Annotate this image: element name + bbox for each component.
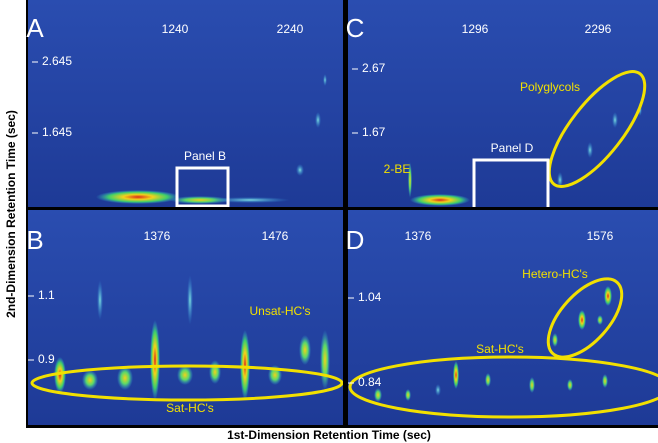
peak	[405, 389, 411, 401]
peak	[408, 162, 412, 198]
peak	[97, 280, 103, 320]
x-tick-label: 1576	[587, 229, 614, 243]
panel-letter: C	[346, 13, 365, 43]
peak	[209, 360, 221, 384]
highlight	[547, 70, 647, 188]
peak	[529, 377, 535, 393]
peak	[240, 330, 250, 400]
annotation: Polyglycols	[520, 80, 580, 94]
panel: C 1296 2296 2.67 1.67 Polyglycols 2-BE Panel D	[346, 0, 658, 207]
peak	[323, 74, 327, 86]
panel-background	[28, 0, 343, 207]
x-tick-label: 1476	[262, 229, 289, 243]
y-tick-label: 0.84	[358, 375, 382, 389]
peak	[557, 172, 563, 188]
peak	[410, 194, 470, 206]
panel-image	[28, 0, 343, 207]
peak	[602, 374, 608, 388]
peak	[117, 366, 133, 390]
highlight	[30, 364, 343, 402]
y-axis-label: 2nd-Dimension Retention Time (sec)	[4, 110, 18, 318]
panel-image	[348, 210, 658, 425]
x-tick-label: 1376	[144, 229, 171, 243]
peak	[587, 142, 593, 158]
peak	[150, 320, 160, 400]
panels: A 1240 2240 2.645 1.645 Panel B C 1296 2296 2.67 1…	[26, 0, 658, 425]
highlight	[472, 158, 550, 207]
panel: D 1376 1576 1.04 0.84 Hetero-HC's Sat-HC's	[346, 210, 658, 425]
highlight	[546, 277, 624, 359]
highlight	[175, 166, 230, 207]
panel-image	[348, 0, 658, 207]
x-tick-label: 1240	[162, 22, 189, 36]
x-tick-label: 2240	[277, 22, 304, 36]
panel-letter: A	[26, 13, 44, 43]
panel: B 1376 1476 1.1 0.9 Unsat-HC's Sat-HC's	[26, 210, 343, 425]
peak	[315, 112, 321, 128]
peak	[453, 361, 459, 389]
peak	[485, 373, 491, 387]
annotation: Panel D	[491, 141, 534, 155]
annotation: Unsat-HC's	[250, 304, 311, 318]
peak	[177, 365, 193, 385]
y-tick-label: 1.1	[38, 288, 55, 302]
annotation: Sat-HC's	[166, 401, 214, 415]
peak	[604, 286, 612, 306]
peak	[54, 357, 66, 393]
panel-background	[28, 210, 343, 425]
peak	[435, 384, 441, 396]
peak	[552, 333, 558, 347]
panel-background	[348, 0, 658, 207]
peak	[578, 310, 586, 330]
panel-background	[348, 210, 658, 425]
y-tick-label: 0.9	[38, 352, 55, 366]
peak	[96, 190, 180, 204]
x-tick-label: 2296	[585, 22, 612, 36]
peak	[82, 370, 98, 390]
annotation: Hetero-HC's	[522, 267, 588, 281]
x-tick-label: 1296	[462, 22, 489, 36]
peak	[210, 197, 290, 203]
peak	[296, 164, 304, 176]
y-tick-label: 1.04	[358, 290, 382, 304]
peak	[612, 112, 618, 128]
highlight	[348, 355, 658, 419]
peak	[374, 388, 382, 402]
x-tick-label: 1376	[405, 229, 432, 243]
panel: A 1240 2240 2.645 1.645 Panel B	[26, 0, 343, 207]
peak	[320, 330, 330, 390]
peak	[597, 315, 603, 325]
y-tick-label: 1.645	[42, 125, 72, 139]
x-axis-label: 1st-Dimension Retention Time (sec)	[227, 428, 431, 442]
panel-image	[28, 210, 343, 425]
annotation: 2-BE	[384, 162, 411, 176]
peak	[567, 379, 573, 391]
y-tick-label: 2.67	[362, 61, 386, 75]
annotation: Sat-HC's	[476, 342, 524, 356]
annotation: Panel B	[184, 149, 226, 163]
panel-letter: B	[26, 225, 43, 255]
y-tick-label: 1.67	[362, 125, 386, 139]
panel-letter: D	[346, 225, 365, 255]
peak	[187, 275, 193, 325]
y-tick-label: 2.645	[42, 54, 72, 68]
peak	[170, 196, 230, 204]
peak	[299, 335, 311, 365]
